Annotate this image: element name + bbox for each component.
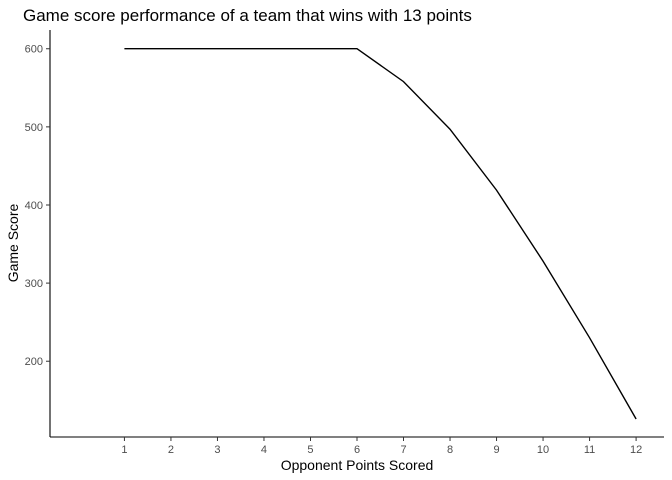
x-tick-label: 5 — [307, 444, 313, 456]
x-tick-label: 12 — [630, 444, 642, 456]
series-line — [124, 48, 637, 420]
y-tick-label: 600 — [25, 44, 43, 56]
x-tick-label: 4 — [261, 444, 267, 456]
x-tick-label: 9 — [493, 444, 499, 456]
y-tick-label: 500 — [25, 122, 43, 134]
x-tick-label: 8 — [447, 444, 453, 456]
x-tick-label: 7 — [400, 444, 406, 456]
x-tick-label: 1 — [121, 444, 127, 456]
x-tick-label: 11 — [584, 444, 595, 456]
y-axis-title: Game Score — [5, 203, 21, 282]
x-axis-title: Opponent Points Scored — [281, 457, 434, 473]
x-tick-label: 6 — [354, 444, 360, 456]
x-tick-label: 3 — [214, 444, 220, 456]
y-tick-label: 200 — [25, 356, 43, 368]
x-axis-ticks: 1 2 3 4 5 6 7 8 9 10 11 12 — [121, 437, 642, 456]
y-tick-label: 300 — [25, 278, 43, 290]
y-axis-ticks: 200 300 400 500 600 — [25, 44, 50, 368]
y-tick-label: 400 — [25, 200, 43, 212]
x-tick-label: 10 — [537, 444, 549, 456]
chart-title: Game score performance of a team that wi… — [23, 6, 472, 25]
x-tick-label: 2 — [168, 444, 174, 456]
